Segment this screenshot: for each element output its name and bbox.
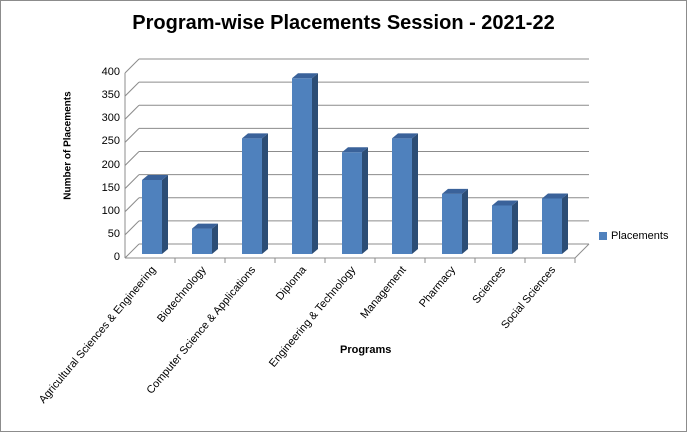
legend-swatch (599, 232, 607, 240)
legend-label: Placements (611, 230, 669, 242)
y-tick: 150 (101, 181, 120, 194)
y-tick: 300 (101, 112, 120, 125)
y-tick: 400 (101, 66, 120, 78)
y-tick: 50 (107, 227, 120, 240)
y-tick: 350 (101, 89, 120, 102)
x-axis-label: Programs (340, 344, 392, 356)
legend: Placements (599, 230, 668, 242)
y-tick: 200 (101, 158, 120, 171)
y-tick: 100 (101, 204, 120, 217)
y-tick: 0 (113, 251, 120, 263)
chart-title: Program-wise Placements Session - 2021-2… (132, 12, 555, 34)
y-tick: 250 (101, 135, 120, 148)
